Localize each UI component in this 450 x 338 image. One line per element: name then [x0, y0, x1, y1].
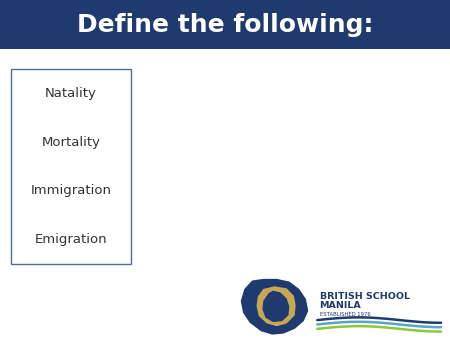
Polygon shape: [262, 291, 289, 322]
Text: Mortality: Mortality: [41, 136, 100, 149]
Bar: [11, 69, 130, 264]
Text: Immigration: Immigration: [31, 184, 112, 197]
Text: ESTABLISHED 1976: ESTABLISHED 1976: [320, 312, 370, 317]
Polygon shape: [241, 279, 308, 335]
Text: Emigration: Emigration: [35, 233, 107, 246]
Text: BRITISH SCHOOL: BRITISH SCHOOL: [320, 292, 410, 301]
Text: Natality: Natality: [45, 87, 97, 100]
Bar: [0, 0, 450, 49]
Text: MANILA: MANILA: [320, 301, 361, 310]
Polygon shape: [256, 286, 296, 326]
Text: Define the following:: Define the following:: [77, 13, 373, 37]
